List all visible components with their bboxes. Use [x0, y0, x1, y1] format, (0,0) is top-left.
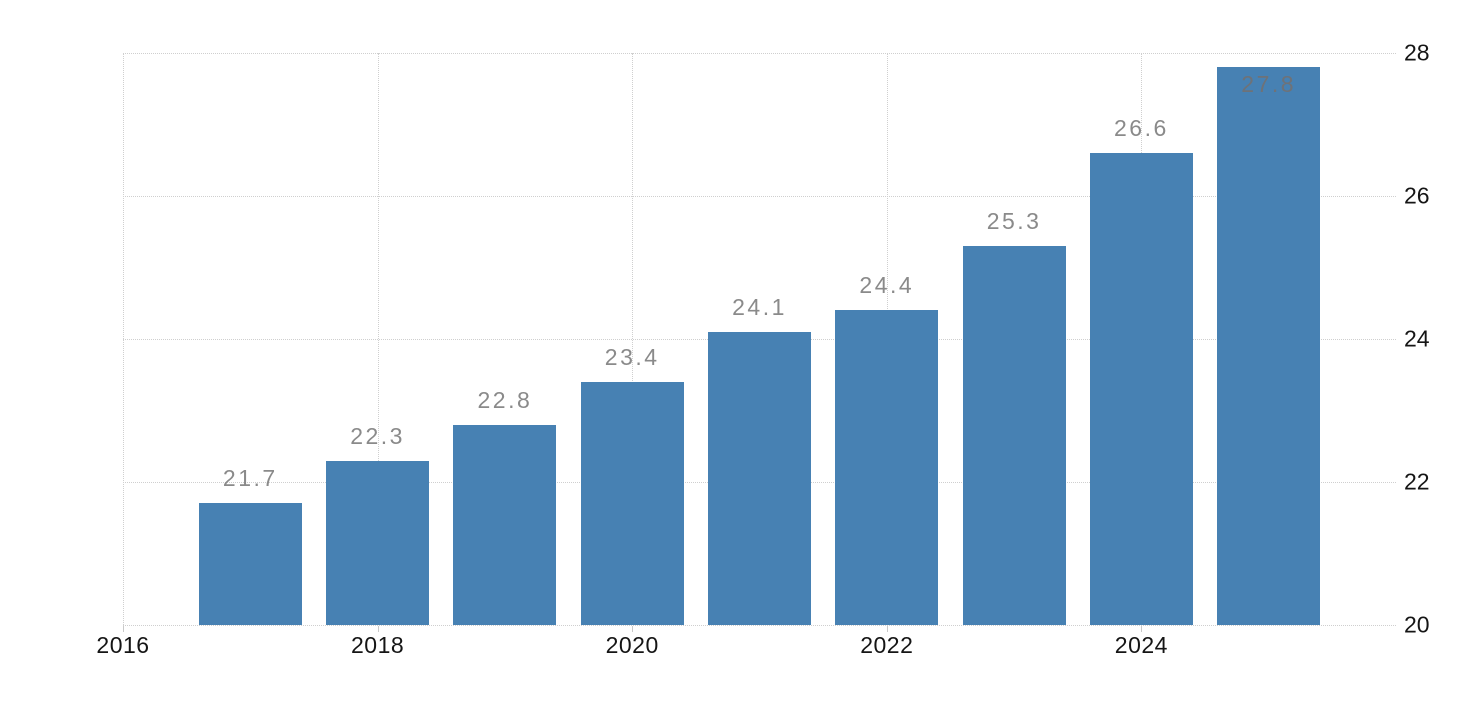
value-label-2018: 22.3 — [350, 422, 405, 449]
y-axis-label-20: 20 — [1404, 611, 1430, 638]
gridline-y-26 — [123, 196, 1396, 197]
value-label-2025: 27.8 — [1241, 71, 1297, 98]
value-label-2017: 21.7 — [222, 465, 278, 492]
x-axis-label-2016: 2016 — [96, 632, 150, 658]
x-tick-2018 — [377, 626, 379, 632]
bar-2019[interactable] — [453, 424, 557, 625]
bar-2023[interactable] — [962, 246, 1066, 625]
x-axis-label-2020: 2020 — [605, 632, 659, 658]
gridline-y-20 — [123, 625, 1396, 626]
bar-2017[interactable] — [198, 503, 302, 625]
x-axis-label-2024: 2024 — [1114, 632, 1168, 658]
x-axis-label-2018: 2018 — [351, 632, 405, 658]
bar-2020[interactable] — [580, 381, 684, 625]
y-axis-label-28: 28 — [1404, 39, 1430, 66]
value-label-2019: 22.8 — [477, 386, 533, 413]
x-tick-2024 — [1141, 626, 1143, 632]
bar-2024[interactable] — [1089, 153, 1193, 625]
value-label-2021: 24.1 — [732, 293, 787, 320]
bar-chart: 21.7 22.3 22.8 23.4 24.1 24.4 25.3 26.6 27.8 2016… — [40, 16, 1460, 696]
gridline-x-2018 — [377, 53, 379, 625]
value-label-2020: 23.4 — [604, 343, 660, 370]
value-label-2023: 25.3 — [986, 208, 1042, 235]
x-tick-2020 — [632, 626, 634, 632]
y-axis-label-26: 26 — [1404, 182, 1430, 209]
gridline-x-2016 — [123, 53, 124, 625]
x-axis-label-2022: 2022 — [860, 632, 914, 658]
value-label-2024: 26.6 — [1114, 115, 1169, 142]
x-tick-2016 — [123, 626, 124, 632]
x-tick-2022 — [886, 626, 888, 632]
bar-2025[interactable] — [1217, 67, 1321, 625]
bar-2022[interactable] — [835, 310, 939, 625]
gridline-y-28 — [123, 53, 1396, 54]
y-axis-label-24: 24 — [1404, 325, 1430, 352]
bar-2021[interactable] — [707, 331, 812, 625]
plot-area: 21.7 22.3 22.8 23.4 24.1 24.4 25.3 26.6 27.8 2016… — [96, 41, 1429, 657]
gridline-x-2020 — [632, 53, 634, 625]
y-axis-label-22: 22 — [1404, 468, 1430, 495]
value-label-2022: 24.4 — [859, 272, 915, 299]
bar-2018[interactable] — [326, 460, 430, 625]
